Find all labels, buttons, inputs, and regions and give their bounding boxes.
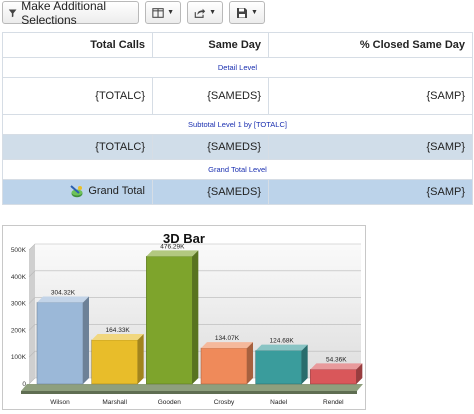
y-tick-label: 300K [11,301,27,308]
chevron-down-icon: ▼ [251,9,258,16]
make-additional-selections-button[interactable]: Make Additional Selections [2,0,139,27]
y-tick-label: 500K [11,247,27,254]
y-tick-label: 400K [11,274,27,281]
bar-top [255,344,308,351]
bar-side [356,363,363,384]
bar-front [36,302,84,385]
x-tick-label: Wilson [50,399,70,406]
bar-top [37,296,89,303]
column-header-same-day[interactable]: Same Day [152,32,269,58]
grand-total-level-label: Grand Total Level [2,159,473,180]
cell-subtotal-percent-closed: {SAMP} [268,134,473,160]
chart-title: 3D Bar [163,231,205,246]
detail-level-row: Detail Level [2,57,473,78]
bar-data-label: 124.68K [270,338,295,345]
bar-side [301,344,308,384]
gridline [28,324,361,331]
gridline [28,270,361,278]
cell-percent-closed: {SAMP} [268,77,473,115]
y-tick-label: 0 [22,381,26,388]
plot-side-wall [29,244,35,384]
share-icon [194,8,206,18]
x-tick-label: Crosby [214,399,235,406]
toolbar: Make Additional Selections ▼ ▼ ▼ [2,0,265,27]
column-header-percent-closed-same-day[interactable]: % Closed Same Day [268,32,473,58]
detail-level-label: Detail Level [2,57,473,78]
bar-data-label: 476.29K [160,243,185,250]
bar-data-label: 54.36K [326,356,347,363]
grand-total-level-row: Grand Total Level [2,159,473,180]
cell-subtotal-same-day: {SAMEDS} [152,134,269,160]
chevron-down-icon: ▼ [167,9,174,16]
bar-top [146,250,199,257]
gridline [28,243,361,251]
chart-floor-edge [21,391,357,394]
column-header-total-calls[interactable]: Total Calls [2,32,153,58]
bar-front [255,350,302,385]
subtotal-data-row: {TOTALC} {SAMEDS} {SAMP} [2,134,473,160]
bar-top [91,333,144,340]
bar-side [83,296,89,384]
x-tick-label: Gooden [158,399,182,406]
bar-side [137,333,144,384]
cell-grand-total-label: Grand Total [2,179,153,205]
cell-grand-total-same-day: {SAMEDS} [152,179,269,205]
cell-same-day: {SAMEDS} [152,77,269,115]
bar-front [200,347,248,385]
cell-total-calls: {TOTALC} [2,77,153,115]
bar-top [310,363,363,370]
table-header-row: Total Calls Same Day % Closed Same Day [2,32,473,58]
chart-floor [21,384,363,391]
bar-front [310,369,357,385]
bar-side [192,250,199,384]
grand-total-data-row: Grand Total {SAMEDS} {SAMP} [2,179,473,205]
layout-menu-button[interactable]: ▼ [145,1,181,24]
share-menu-button[interactable]: ▼ [187,1,223,24]
y-tick-label: 100K [11,354,27,361]
make-additional-selections-label: Make Additional Selections [21,0,106,27]
columns-icon [152,7,164,18]
bar-data-label: 134.07K [215,335,240,342]
bar-chart: 3D Bar 0 100K 200K 300K 400K 500K 304.32K Wilso… [11,231,363,406]
bar-front [146,256,193,385]
x-tick-label: Rendel [323,399,344,406]
bar-top [201,342,253,349]
subtotal-level-row: Subtotal Level 1 by [TOTALC] [2,114,473,135]
bar-chart-panel: 3D Bar 0 100K 200K 300K 400K 500K 304.32K Wilso… [2,225,366,410]
save-icon [237,7,248,18]
detail-data-row: {TOTALC} {SAMEDS} {SAMP} [2,77,473,115]
grand-total-label: Grand Total [88,184,145,197]
bar-data-label: 304.32K [51,289,76,296]
subtotal-level-label: Subtotal Level 1 by [TOTALC] [2,114,473,135]
grand-total-icon [70,184,83,197]
save-menu-button[interactable]: ▼ [229,1,265,24]
x-tick-label: Nadel [270,399,288,406]
report-table: Total Calls Same Day % Closed Same Day D… [2,32,473,205]
gridline [28,297,361,304]
bar-side [247,342,253,384]
bar-front [91,339,138,385]
cell-subtotal-total-calls: {TOTALC} [2,134,153,160]
filter-icon [8,9,17,17]
y-tick-label: 200K [11,327,27,334]
cell-grand-total-percent-closed: {SAMP} [268,179,473,205]
x-tick-label: Marshall [102,399,127,406]
bar-data-label: 164.33K [106,327,131,334]
chevron-down-icon: ▼ [209,9,216,16]
